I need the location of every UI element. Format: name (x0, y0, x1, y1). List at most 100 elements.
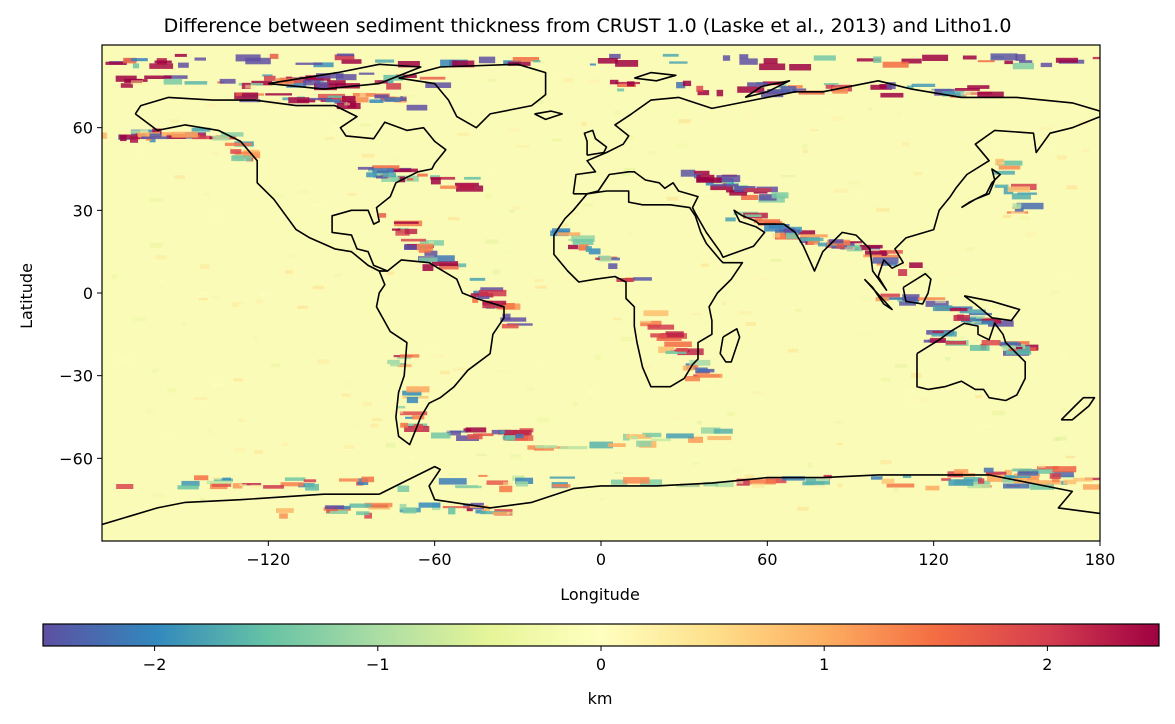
anomaly-cell (400, 411, 428, 416)
anomaly-cell (392, 168, 418, 173)
anomaly-cell (235, 54, 261, 62)
anomaly-cell (1015, 54, 1026, 61)
anomaly-cell (881, 478, 895, 484)
anomaly-cell (902, 142, 910, 147)
anomaly-cell (824, 108, 831, 113)
anomaly-cell (865, 250, 887, 256)
anomaly-cell (772, 233, 781, 238)
anomaly-cell (332, 125, 344, 130)
anomaly-cell (909, 262, 923, 268)
y-axis-label: Latitude (17, 263, 36, 329)
anomaly-cell (613, 317, 622, 321)
anomaly-cell (742, 180, 750, 184)
anomaly-cell (802, 121, 817, 125)
anomaly-cell (163, 436, 178, 440)
coastline-japan (960, 168, 1001, 209)
anomaly-cell (640, 320, 662, 327)
anomaly-cell (400, 96, 407, 101)
anomaly-cell (781, 175, 796, 178)
anomaly-cell (607, 443, 626, 447)
anomaly-cell (342, 95, 356, 103)
anomaly-cell (447, 430, 461, 436)
anomaly-cell (438, 478, 467, 485)
anomaly-cell (211, 476, 221, 480)
anomaly-cell (239, 483, 247, 487)
anomaly-cell (648, 150, 656, 155)
anomaly-cell (630, 436, 638, 440)
anomaly-cell (206, 428, 214, 434)
anomaly-cell (434, 255, 455, 262)
anomaly-cell (467, 434, 483, 440)
anomaly-cell (282, 97, 290, 101)
anomaly-cell (725, 217, 736, 222)
anomaly-cell (701, 263, 709, 267)
anomaly-cell (430, 176, 456, 180)
anomaly-cell (623, 167, 636, 172)
anomaly-cell (1061, 407, 1067, 411)
anomaly-cell (616, 278, 634, 282)
anomaly-cell (818, 112, 830, 116)
anomaly-cell (472, 297, 479, 303)
anomaly-cell (500, 317, 527, 322)
anomaly-cell (364, 512, 372, 519)
anomaly-cell (699, 190, 713, 195)
anomaly-cell (552, 138, 562, 142)
anomaly-cell (608, 263, 618, 269)
anomaly-cell (662, 53, 679, 57)
anomaly-cell (614, 110, 621, 115)
colorbar-tick-label: −1 (366, 655, 390, 674)
anomaly-cell (941, 478, 952, 481)
y-tick-label: 60 (73, 119, 93, 138)
anomaly-cell (579, 244, 589, 251)
anomaly-cell (199, 264, 210, 270)
anomaly-cell (411, 415, 425, 420)
anomaly-cell (666, 433, 694, 439)
anomaly-cell (282, 442, 289, 446)
anomaly-cell (832, 87, 848, 94)
anomaly-cell (988, 320, 1014, 327)
anomaly-cell (325, 99, 341, 103)
anomaly-cell (697, 90, 710, 96)
anomaly-cell (1017, 471, 1039, 476)
anomaly-cell (265, 93, 292, 96)
anomaly-cell (230, 149, 242, 154)
anomaly-cell (589, 441, 613, 449)
anomaly-cell (771, 192, 789, 199)
anomaly-cell (636, 440, 652, 447)
y-tick-label: 30 (73, 201, 93, 220)
anomaly-cell (492, 269, 501, 275)
anomaly-cell (795, 308, 802, 312)
anomaly-cell (918, 398, 932, 402)
coastline-south-america (375, 259, 505, 446)
anomaly-cell (123, 57, 137, 64)
anomaly-cell (184, 81, 208, 85)
anomaly-cell (200, 497, 206, 502)
anomaly-cell (971, 321, 982, 324)
anomaly-cell (1081, 149, 1090, 153)
colorbar-tick-label: −2 (143, 655, 167, 674)
anomaly-cell (253, 335, 258, 340)
anomaly-cell (696, 85, 704, 92)
anomaly-cell (535, 285, 547, 289)
anomaly-cell (1016, 346, 1023, 350)
anomaly-cell (857, 333, 871, 336)
anomaly-cell (264, 187, 275, 190)
anomaly-cell (478, 56, 496, 64)
anomaly-cell (860, 296, 873, 301)
anomaly-cell (677, 348, 704, 356)
anomaly-cell (210, 295, 219, 299)
anomaly-cell (419, 76, 446, 80)
anomaly-cell (152, 493, 166, 498)
coastline-new-zealand (1060, 396, 1096, 421)
anomaly-cell (535, 445, 557, 449)
anomaly-cell (987, 475, 1011, 482)
anomaly-cell (615, 60, 639, 67)
anomaly-cell (455, 485, 482, 489)
anomaly-cell (1007, 475, 1031, 478)
anomaly-cell (967, 484, 991, 489)
anomaly-cell (480, 287, 504, 292)
anomaly-cell (736, 116, 741, 121)
anomaly-cell (206, 103, 217, 107)
anomaly-cell (510, 454, 522, 459)
anomaly-cell (688, 365, 699, 370)
